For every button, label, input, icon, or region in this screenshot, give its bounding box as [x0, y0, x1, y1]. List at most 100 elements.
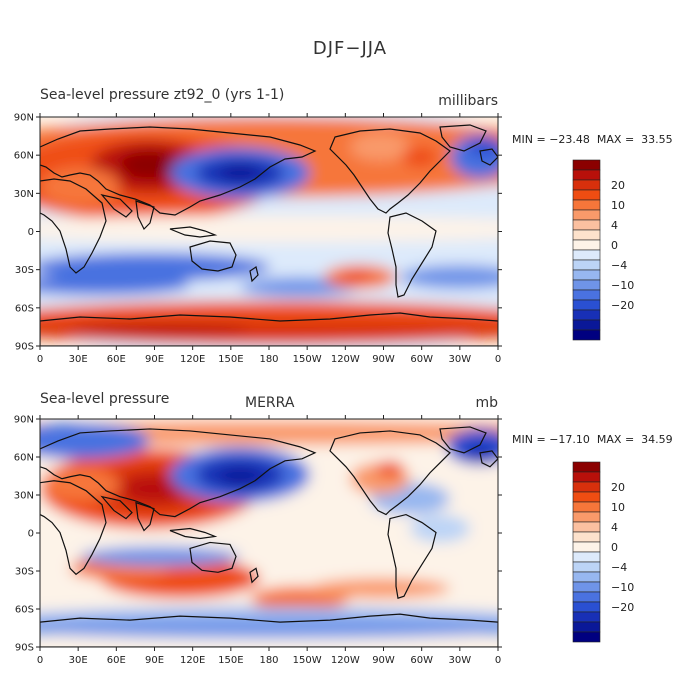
colorbar-swatch: [572, 279, 601, 291]
colorbar-swatch: [572, 561, 601, 573]
colorbar-swatch: [572, 631, 601, 643]
panel1-min-label: MIN =: [512, 133, 550, 146]
panel2-lon-tick-label: 120W: [331, 655, 360, 666]
colorbar-swatch: [572, 501, 601, 513]
panel2-lon-tick-label: 120E: [180, 655, 205, 666]
colorbar-swatch: [572, 169, 601, 181]
panel1-units: millibars: [438, 93, 498, 109]
panel2-lon-tick-label: 60W: [410, 655, 433, 666]
colorbar-swatch: [572, 491, 601, 503]
panel2-lon-tick-label: 30E: [69, 655, 88, 666]
panel2-colorbar: 20 10 4 0 −4 −10 −20: [572, 461, 634, 643]
colorbar-swatch: [572, 199, 601, 211]
panel1-lon-tick-label: 150E: [218, 354, 243, 365]
panel1-lon-tick-label: 30W: [449, 354, 472, 365]
colorbar-swatch: [572, 309, 601, 321]
panel2-lon-tick-label: 0: [495, 655, 501, 666]
colorbar-label: −20: [611, 601, 634, 614]
colorbar-swatch: [572, 461, 601, 473]
panel1-lon-tick-label: 120W: [331, 354, 360, 365]
colorbar-swatch: [572, 219, 601, 231]
colorbar-swatch: [572, 621, 601, 633]
panel1-lon-tick-label: 150W: [293, 354, 322, 365]
panel2-lon-tick-label: 90E: [145, 655, 164, 666]
panel1-min-value: −23.48: [549, 133, 590, 146]
colorbar-swatch: [572, 611, 601, 623]
colorbar-swatch: [572, 531, 601, 543]
colorbar-label: −10: [611, 279, 634, 292]
panel1-minmax: MIN = −23.48 MAX = 33.55: [512, 133, 673, 146]
panel1-lat-tick-label: 60N: [14, 151, 34, 162]
panel2-lon-tick-label: 90W: [372, 655, 395, 666]
colorbar-swatch: [572, 289, 601, 301]
panel1-lon-tick-label: 60E: [107, 354, 126, 365]
panel1-lon-tick-label: 0: [495, 354, 501, 365]
panel2-lon-tick-label: 150W: [293, 655, 322, 666]
colorbar-swatch: [572, 511, 601, 523]
panel1-lon-tick-label: 90E: [145, 354, 164, 365]
panel1-lat-tick-label: 60S: [15, 303, 34, 314]
panel1-lat-tick-label: 30N: [14, 189, 34, 200]
colorbar-swatch: [572, 259, 601, 271]
panel1-lat-tick-label: 90N: [14, 113, 34, 124]
panel2-lon-tick-label: 30W: [449, 655, 472, 666]
colorbar-label: 0: [611, 541, 618, 554]
colorbar-swatch: [572, 541, 601, 553]
panel2-lat-tick-label: 0: [28, 529, 34, 540]
colorbar-swatch: [572, 329, 601, 341]
colorbar-swatch: [572, 239, 601, 251]
colorbar-label: 4: [611, 219, 618, 232]
colorbar-swatch: [572, 209, 601, 221]
panel1-lon-tick-label: 180: [259, 354, 278, 365]
panel2-units: mb: [475, 395, 498, 411]
panel2-max-label: MAX =: [596, 433, 638, 446]
panel1-max-value: 33.55: [641, 133, 673, 146]
colorbar-swatch: [572, 591, 601, 603]
panel2-min-value: −17.10: [549, 433, 590, 446]
colorbar-swatch: [572, 601, 601, 613]
panel1-max-label: MAX =: [596, 133, 638, 146]
colorbar-label: −20: [611, 299, 634, 312]
colorbar-label: 10: [611, 501, 625, 514]
colorbar-label: 20: [611, 179, 625, 192]
colorbar-label: 4: [611, 521, 618, 534]
panel1-colorbar: 20 10 4 0 −4 −10 −20: [572, 159, 634, 341]
colorbar-label: 10: [611, 199, 625, 212]
colorbar-swatch: [572, 179, 601, 191]
panel2-max-value: 34.59: [641, 433, 673, 446]
colorbar-swatch: [572, 229, 601, 241]
colorbar-swatch: [572, 521, 601, 533]
panel2-lat-tick-label: 60S: [15, 605, 34, 616]
panel1-lon-tick-label: 60W: [410, 354, 433, 365]
colorbar-swatch: [572, 319, 601, 331]
colorbar-swatch: [572, 189, 601, 201]
panel2-dataset-label: MERRA: [245, 395, 295, 411]
panel1-lat-tick-label: 30S: [15, 265, 34, 276]
colorbar-label: −4: [611, 259, 627, 272]
colorbar-label: 20: [611, 481, 625, 494]
panel2-lat-tick-label: 90S: [15, 643, 34, 654]
panel1-lon-tick-label: 90W: [372, 354, 395, 365]
panel2-map: [40, 419, 498, 647]
panel2-lat-tick-label: 30N: [14, 491, 34, 502]
panel2-lon-tick-label: 180: [259, 655, 278, 666]
panel2-lat-tick-label: 60N: [14, 453, 34, 464]
colorbar-swatch: [572, 299, 601, 311]
panel1-lon-tick-label: 120E: [180, 354, 205, 365]
panel2-lat-tick-label: 30S: [15, 567, 34, 578]
panel2-lon-tick-label: 150E: [218, 655, 243, 666]
panel1-lat-tick-label: 90S: [15, 342, 34, 353]
panel2-title: Sea-level pressure: [40, 391, 170, 407]
panel2-lat-tick-label: 90N: [14, 415, 34, 426]
figure-title: DJF−JJA: [312, 38, 388, 59]
panel1-lon-tick-label: 30E: [69, 354, 88, 365]
panel1-lon-tick-label: 0: [37, 354, 43, 365]
colorbar-swatch: [572, 249, 601, 261]
colorbar-swatch: [572, 269, 601, 281]
colorbar-swatch: [572, 471, 601, 483]
colorbar-label: 0: [611, 239, 618, 252]
panel2-lon-tick-label: 0: [37, 655, 43, 666]
colorbar-swatch: [572, 581, 601, 593]
colorbar-label: −4: [611, 561, 627, 574]
